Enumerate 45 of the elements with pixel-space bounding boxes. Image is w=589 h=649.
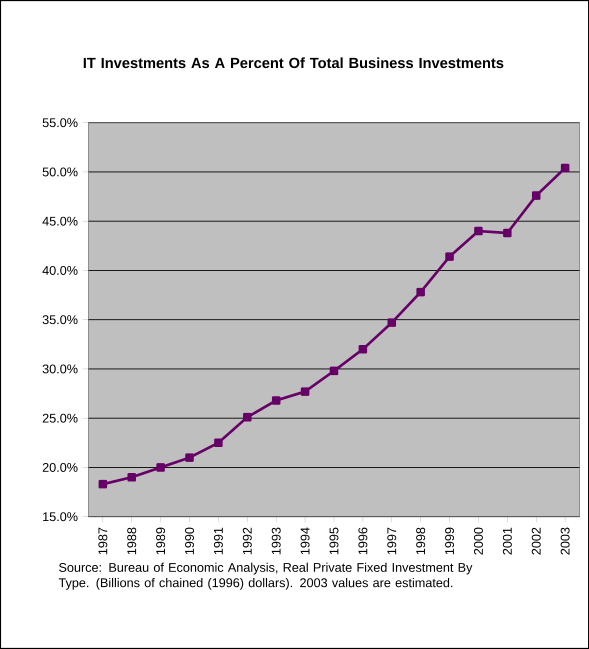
y-tick-label: 30.0% — [42, 364, 78, 374]
y-tick-label: 20.0% — [42, 462, 78, 472]
y-tick-label: 45.0% — [42, 216, 78, 226]
y-tick-label: 25.0% — [42, 414, 78, 423]
y-tick-label: 50.0% — [42, 167, 78, 176]
point — [242, 412, 252, 422]
point — [474, 226, 483, 236]
x-tick-label: 1988 — [127, 528, 136, 554]
source-note: Source: Bureau of Economic Analysis, Real Private Fixed Investment By Type. (Billions of chained (1996) dollars). 2003 values are estimated. — [58, 562, 472, 590]
y-tick-label: 15.0% — [43, 512, 78, 522]
x-tick-label: 1997 — [387, 528, 396, 554]
x-tick-label: 2001 — [502, 528, 512, 555]
chart-title: IT Investments As A Percent Of Total Business Investments — [84, 57, 504, 68]
point — [156, 463, 165, 472]
x-tick-label: 1992 — [242, 528, 252, 554]
point — [445, 252, 454, 261]
point — [387, 318, 396, 327]
x-tick-label: 1989 — [156, 528, 166, 554]
point — [127, 473, 136, 482]
point — [503, 228, 512, 238]
x-tick-label: 1991 — [214, 528, 223, 554]
x-tick-label: 1996 — [358, 528, 368, 554]
x-tick-label: 2002 — [532, 528, 541, 555]
y-tick-label: 55.0% — [42, 118, 78, 128]
x-tick-label: 1999 — [445, 528, 454, 554]
x-tick-label: 2003 — [560, 528, 570, 555]
point — [532, 191, 540, 200]
point — [272, 396, 280, 405]
point — [98, 480, 108, 488]
point — [300, 387, 310, 396]
x-tick-label: 1990 — [184, 528, 194, 554]
x-tick-label: 1994 — [300, 527, 310, 554]
y-tick-label: 35.0% — [42, 315, 78, 324]
x-tick-label: 1987 — [98, 528, 108, 554]
point — [560, 164, 570, 172]
point — [416, 288, 425, 296]
point — [214, 438, 223, 448]
y-tick-label: 40.0% — [42, 266, 78, 275]
x-tick-label: 1993 — [272, 528, 281, 554]
point — [330, 366, 338, 376]
x-tick-label: 1995 — [329, 528, 338, 554]
point — [358, 344, 368, 354]
x-tick-label: 2000 — [474, 528, 483, 555]
x-tick-label: 1998 — [416, 528, 426, 554]
point — [185, 453, 194, 462]
